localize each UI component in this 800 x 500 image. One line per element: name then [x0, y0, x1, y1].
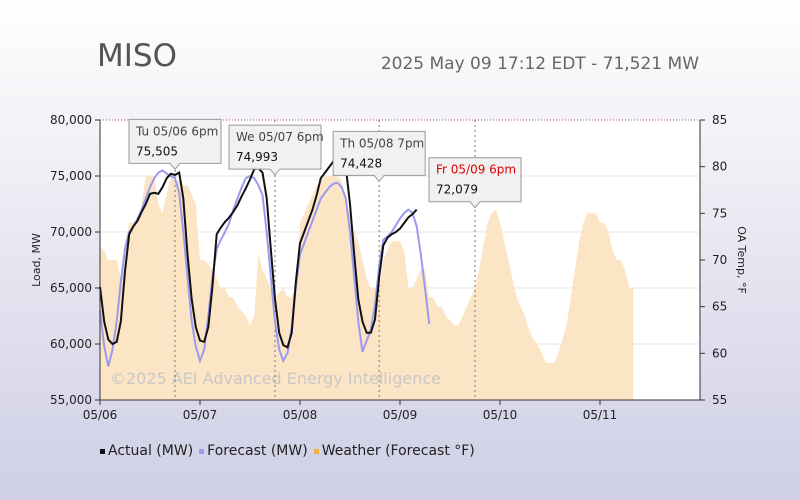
legend-forecast-swatch	[199, 448, 205, 454]
tooltip-value: 72,079	[436, 183, 478, 197]
y-left-tick-label: 80,000	[50, 113, 92, 127]
y-right-tick-label: 60	[712, 346, 727, 360]
legend-actual[interactable]: Actual (MW)	[100, 443, 193, 459]
y-left-tick-label: 60,000	[50, 337, 92, 351]
legend-weather-swatch	[313, 448, 319, 454]
tooltip-date: Th 05/08 7pm	[339, 136, 424, 150]
x-tick-label: 05/06	[83, 408, 118, 422]
y-right-tick-label: 55	[712, 393, 727, 407]
x-tick-label: 05/07	[183, 408, 218, 422]
legend-weather-label: Weather (Forecast °F)	[321, 443, 475, 459]
peak-tooltip: We 05/07 6pm 74,993	[228, 124, 324, 176]
x-tick-label: 05/09	[383, 408, 418, 422]
legend-weather[interactable]: Weather (Forecast °F)	[313, 443, 475, 459]
peak-tooltip: Fr 05/09 6pm 72,079	[428, 157, 522, 209]
tooltip-box	[332, 130, 426, 183]
status-readout: 2025 May 09 17:12 EDT - 71,521 MW	[380, 54, 699, 74]
legend-forecast-label: Forecast (MW)	[207, 443, 308, 459]
weather-area	[100, 176, 634, 400]
x-tick-label: 05/08	[283, 408, 318, 422]
tooltip-box	[128, 118, 222, 171]
peak-tooltips: Tu 05/06 6pm 75,505 We 05/07 6pm 74,993 Th 0…	[128, 118, 522, 209]
y-right-tick-label: 80	[712, 160, 727, 174]
watermark: ©2025 AEI Advanced Energy Intelligence	[110, 369, 441, 388]
legend: Actual (MW) Forecast (MW) Weather (Forec…	[100, 443, 475, 459]
x-tick-label: 05/10	[483, 408, 518, 422]
y-left-tick-label: 55,000	[50, 393, 92, 407]
legend-forecast[interactable]: Forecast (MW)	[199, 443, 308, 459]
y-left-axis-label: Load, MW	[30, 233, 43, 287]
x-tick-label: 05/11	[583, 408, 618, 422]
y-right-tick-label: 75	[712, 206, 727, 220]
peak-tooltip: Th 05/08 7pm 74,428	[332, 130, 426, 183]
legend-actual-swatch	[100, 448, 105, 454]
y-left-tick-label: 70,000	[50, 225, 92, 239]
peak-tooltip: Tu 05/06 6pm 75,505	[128, 118, 222, 171]
y-right-axis-label: OA Temp, °F	[735, 226, 748, 294]
forecast-line	[99, 169, 431, 367]
tooltip-date: Tu 05/06 6pm	[135, 124, 218, 138]
tooltip-date: Fr 05/09 6pm	[436, 163, 516, 177]
y-right-tick-label: 65	[712, 300, 727, 314]
tooltip-date: We 05/07 6pm	[236, 130, 324, 144]
page-title: MISO	[97, 38, 177, 74]
tooltip-box	[428, 157, 522, 209]
y-left-tick-label: 75,000	[50, 169, 92, 183]
tooltip-value: 75,505	[136, 144, 178, 158]
tooltip-value: 74,428	[340, 156, 382, 170]
legend-actual-label: Actual (MW)	[108, 443, 194, 459]
y-left-tick-label: 65,000	[50, 281, 92, 295]
y-right-tick-label: 85	[712, 113, 727, 127]
tooltip-value: 74,993	[236, 150, 278, 164]
y-right-tick-label: 70	[712, 253, 727, 267]
tooltip-box	[228, 124, 322, 176]
